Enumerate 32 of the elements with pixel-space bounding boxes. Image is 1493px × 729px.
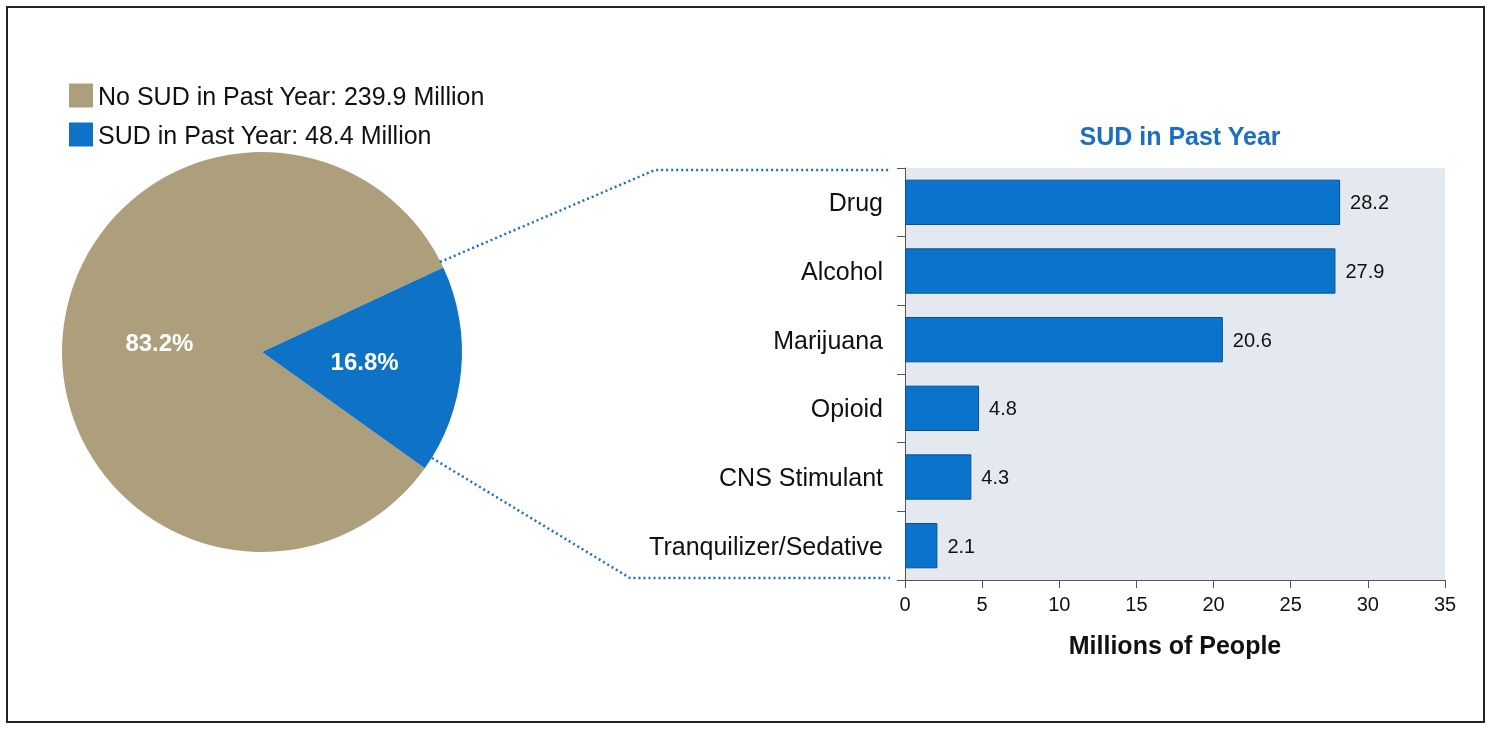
- chart-title: SUD in Past Year: [1079, 121, 1281, 150]
- bar: [905, 454, 972, 500]
- x-tick-label: 5: [976, 593, 988, 615]
- x-tick-label: 0: [899, 593, 911, 615]
- data-label: 28.2: [1350, 191, 1390, 214]
- data-label: 16.8%: [330, 347, 399, 375]
- y-tick-label: Drug: [828, 188, 883, 217]
- x-axis-title: Millions of People: [1068, 630, 1282, 659]
- x-tick-label: 30: [1356, 593, 1379, 615]
- data-label: 2.1: [947, 534, 976, 557]
- bar: [905, 385, 980, 431]
- legend-label: SUD in Past Year: 48.4 Million: [98, 120, 432, 149]
- x-tick-label: 20: [1202, 593, 1225, 615]
- bar: [905, 248, 1336, 294]
- y-tick-label: Tranquilizer/Sedative: [649, 531, 883, 560]
- x-tick-label: 25: [1279, 593, 1302, 615]
- bar: [905, 179, 1341, 225]
- data-label: 4.3: [981, 466, 1010, 488]
- bar: [905, 317, 1223, 363]
- data-label: 27.9: [1345, 260, 1385, 282]
- data-label: 83.2%: [125, 329, 194, 357]
- data-label: 4.8: [989, 397, 1017, 420]
- x-tick-label: 35: [1433, 593, 1457, 615]
- bar: [905, 523, 938, 569]
- y-tick-label: CNS Stimulant: [719, 463, 884, 491]
- y-tick-label: Alcohol: [801, 257, 883, 285]
- data-label: 20.6: [1232, 328, 1272, 351]
- x-tick-label: 15: [1125, 593, 1148, 615]
- legend-label: No SUD in Past Year: 239.9 Million: [98, 81, 485, 110]
- x-tick-label: 10: [1048, 593, 1071, 615]
- y-tick-label: Opioid: [810, 394, 883, 423]
- y-tick-label: Marijuana: [773, 325, 884, 354]
